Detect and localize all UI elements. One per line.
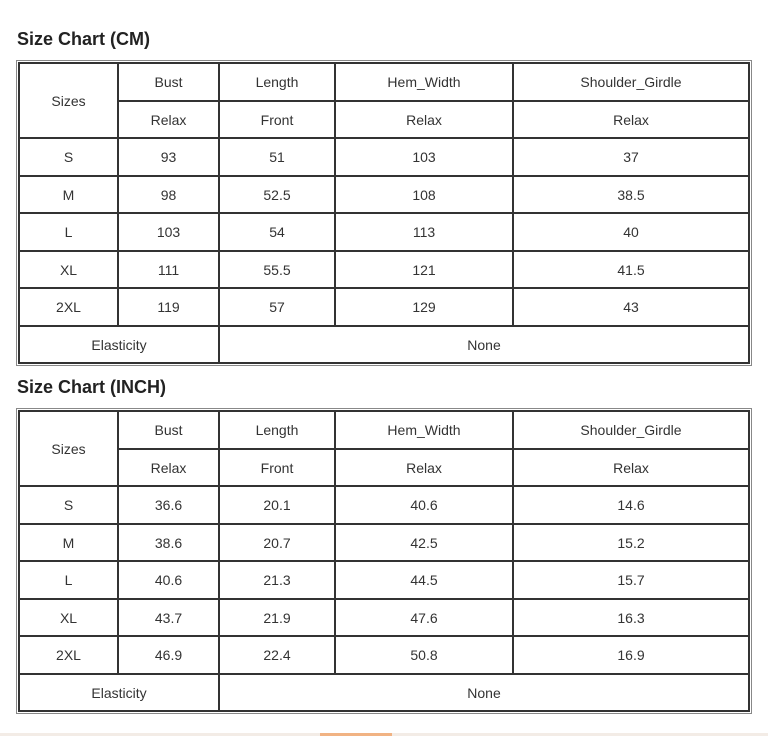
value-cell: 40.6 <box>117 560 220 600</box>
value-cell: 16.9 <box>512 635 750 675</box>
column-subheader: Relax <box>512 448 750 487</box>
column-subheader: Relax <box>512 100 750 139</box>
value-cell: 103 <box>117 212 220 252</box>
subheader-row: Relax Front Relax Relax <box>19 448 750 487</box>
column-subheader: Relax <box>334 100 514 139</box>
column-subheader: Relax <box>334 448 514 487</box>
value-cell: 47.6 <box>334 598 514 637</box>
column-subheader: Relax <box>117 448 220 487</box>
column-header: Bust <box>117 62 220 102</box>
value-cell: 129 <box>334 287 514 327</box>
value-cell: 44.5 <box>334 560 514 600</box>
bottom-scroll-strip <box>0 733 768 736</box>
value-cell: 21.3 <box>218 560 336 600</box>
size-cell: S <box>18 137 119 177</box>
value-cell: 98 <box>117 175 220 214</box>
size-table-cm: Sizes Bust Length Hem_Width Shoulder_Girdle R… <box>16 60 752 366</box>
elasticity-label: Elasticity <box>18 673 220 712</box>
table-row: S 93 51 103 37 <box>18 137 750 177</box>
value-cell: 113 <box>334 212 514 252</box>
value-cell: 46.9 <box>117 635 220 675</box>
value-cell: 37 <box>512 137 750 177</box>
size-cell: M <box>18 523 119 562</box>
value-cell: 52.5 <box>218 175 336 214</box>
column-header: Sizes <box>18 410 119 487</box>
value-cell: 20.7 <box>218 523 336 562</box>
size-cell: L <box>18 212 119 252</box>
table-row: 2XL 119 57 129 43 <box>18 287 750 327</box>
elasticity-row: Elasticity None <box>18 673 750 712</box>
size-cell: 2XL <box>18 635 119 675</box>
column-header: Hem_Width <box>334 62 514 102</box>
value-cell: 108 <box>334 175 514 214</box>
value-cell: 38.6 <box>117 523 220 562</box>
column-header: Bust <box>117 410 220 450</box>
value-cell: 40.6 <box>334 485 514 525</box>
table-row: L 103 54 113 40 <box>18 212 750 252</box>
table-title: Size Chart (CM) <box>17 29 151 49</box>
value-cell: 50.8 <box>334 635 514 675</box>
column-subheader: Relax <box>117 100 220 139</box>
value-cell: 15.2 <box>512 523 750 562</box>
value-cell: 121 <box>334 250 514 289</box>
value-cell: 38.5 <box>512 175 750 214</box>
header-row: Sizes Bust Length Hem_Width Shoulder_Girdle <box>18 62 750 139</box>
table-row: XL 43.7 21.9 47.6 16.3 <box>18 598 750 637</box>
value-cell: 22.4 <box>218 635 336 675</box>
table-row: L 40.6 21.3 44.5 15.7 <box>18 560 750 600</box>
elasticity-label: Elasticity <box>18 325 220 364</box>
column-header: Shoulder_Girdle <box>512 62 750 102</box>
column-subheader: Front <box>218 100 336 139</box>
elasticity-value: None <box>218 673 750 712</box>
value-cell: 14.6 <box>512 485 750 525</box>
value-cell: 57 <box>218 287 336 327</box>
size-table-inch: Sizes Bust Length Hem_Width Shoulder_Girdle R… <box>16 408 752 714</box>
value-cell: 41.5 <box>512 250 750 289</box>
table-row: 2XL 46.9 22.4 50.8 16.9 <box>18 635 750 675</box>
elasticity-value: None <box>218 325 750 364</box>
column-subheader: Front <box>218 448 336 487</box>
value-cell: 51 <box>218 137 336 177</box>
value-cell: 42.5 <box>334 523 514 562</box>
size-cell: 2XL <box>18 287 119 327</box>
column-header: Sizes <box>18 62 119 139</box>
value-cell: 111 <box>117 250 220 289</box>
value-cell: 43.7 <box>117 598 220 637</box>
value-cell: 15.7 <box>512 560 750 600</box>
elasticity-row: Elasticity None <box>18 325 750 364</box>
size-cell: XL <box>18 598 119 637</box>
size-cell: M <box>18 175 119 214</box>
table-row: M 38.6 20.7 42.5 15.2 <box>18 523 750 562</box>
table-row: S 36.6 20.1 40.6 14.6 <box>18 485 750 525</box>
header-row: Sizes Bust Length Hem_Width Shoulder_Girdle <box>18 410 750 487</box>
value-cell: 119 <box>117 287 220 327</box>
column-header: Length <box>218 62 336 102</box>
subheader-row: Relax Front Relax Relax <box>19 100 750 139</box>
table-row: XL 111 55.5 121 41.5 <box>18 250 750 289</box>
size-cell: XL <box>18 250 119 289</box>
column-header: Length <box>218 410 336 450</box>
value-cell: 21.9 <box>218 598 336 637</box>
table-row: M 98 52.5 108 38.5 <box>18 175 750 214</box>
value-cell: 16.3 <box>512 598 750 637</box>
active-strip-segment <box>320 733 392 736</box>
value-cell: 36.6 <box>117 485 220 525</box>
value-cell: 93 <box>117 137 220 177</box>
column-header: Hem_Width <box>334 410 514 450</box>
value-cell: 20.1 <box>218 485 336 525</box>
table-title: Size Chart (INCH) <box>17 377 167 397</box>
value-cell: 40 <box>512 212 750 252</box>
value-cell: 54 <box>218 212 336 252</box>
value-cell: 103 <box>334 137 514 177</box>
value-cell: 43 <box>512 287 750 327</box>
size-cell: S <box>18 485 119 525</box>
size-cell: L <box>18 560 119 600</box>
column-header: Shoulder_Girdle <box>512 410 750 450</box>
value-cell: 55.5 <box>218 250 336 289</box>
